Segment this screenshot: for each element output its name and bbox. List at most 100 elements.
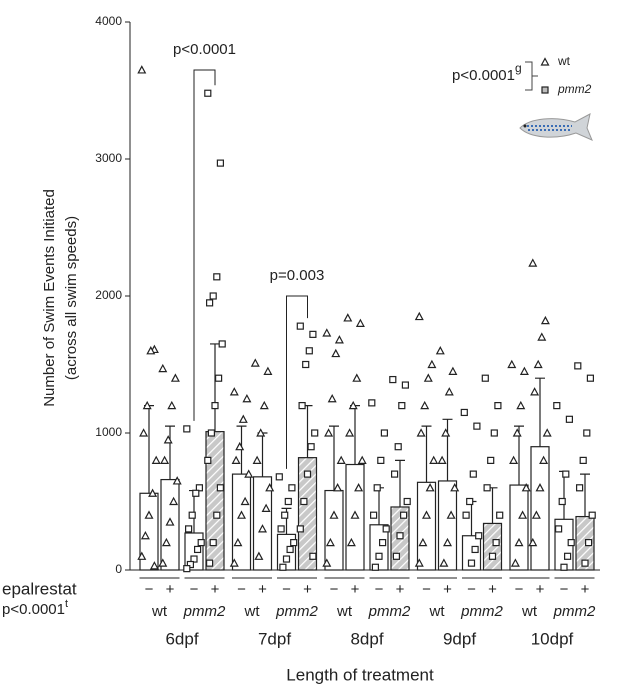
data-point <box>229 387 239 396</box>
data-point <box>322 558 332 567</box>
data-point <box>346 537 356 547</box>
treatment-sign: − <box>422 581 431 598</box>
y-tick-label: 0 <box>115 562 122 576</box>
data-point <box>218 340 226 348</box>
bar <box>324 489 344 571</box>
data-point <box>583 429 591 437</box>
bar <box>416 481 437 571</box>
genotype-label: wt <box>521 603 538 620</box>
data-point <box>197 538 205 547</box>
data-point <box>537 332 547 341</box>
data-point <box>375 552 383 560</box>
data-point <box>288 484 296 492</box>
y-tick-label: 3000 <box>95 151 122 165</box>
data-point <box>206 559 214 567</box>
data-point <box>586 374 595 382</box>
data-point <box>216 484 224 492</box>
data-point <box>242 393 252 403</box>
treatment-sign: + <box>488 581 497 598</box>
data-point <box>442 537 453 547</box>
data-point <box>257 524 268 533</box>
data-point <box>423 373 433 382</box>
data-point <box>379 538 387 547</box>
data-point <box>151 455 161 464</box>
data-point <box>382 525 390 533</box>
treatment-sign: + <box>258 581 267 598</box>
error-bar <box>535 377 545 447</box>
data-point <box>325 537 335 547</box>
data-point <box>368 399 376 407</box>
data-point <box>450 483 460 492</box>
genotype-label: pmm2 <box>553 603 596 620</box>
data-point <box>252 455 262 464</box>
data-point <box>398 402 406 410</box>
data-point <box>235 441 245 451</box>
error-bar <box>559 470 569 520</box>
data-point <box>416 428 426 437</box>
test-text: p<0.0001 <box>452 67 515 84</box>
data-point <box>333 483 343 492</box>
data-point <box>469 470 477 478</box>
data-point <box>429 455 439 464</box>
genotype-test: p<0.0001g <box>452 61 522 84</box>
data-point <box>437 455 447 464</box>
treatment-label: epalrestat <box>2 579 77 598</box>
data-point <box>311 429 319 437</box>
data-point <box>327 393 337 403</box>
treatment-sign: + <box>351 581 360 598</box>
data-point <box>286 545 294 554</box>
legend-marker <box>540 57 550 66</box>
data-point <box>140 530 150 540</box>
data-point <box>528 258 538 267</box>
data-point <box>512 428 522 437</box>
data-point <box>265 483 275 492</box>
data-point <box>581 559 589 567</box>
data-point <box>185 525 193 533</box>
data-point <box>206 299 214 307</box>
data-point <box>460 408 468 417</box>
legend-marker <box>541 86 549 94</box>
significance-bracket <box>193 69 216 421</box>
data-point <box>425 483 435 492</box>
data-point <box>439 558 449 567</box>
data-point <box>509 455 519 464</box>
data-point <box>192 489 200 497</box>
data-point <box>435 346 445 355</box>
treatment-sign: − <box>237 581 246 598</box>
treatment-sign: + <box>536 581 545 598</box>
treatment-test: p<0.0001t <box>2 598 68 618</box>
data-point <box>348 400 358 410</box>
data-point <box>207 429 215 437</box>
data-point <box>305 347 313 355</box>
data-point <box>371 563 379 571</box>
data-point <box>355 318 365 327</box>
data-point <box>139 428 149 437</box>
data-point <box>238 414 248 423</box>
data-point <box>303 470 312 478</box>
data-point <box>418 537 428 547</box>
treatment-sign: + <box>303 581 312 598</box>
treatment-sign: + <box>396 581 405 598</box>
data-point <box>284 497 292 506</box>
data-point <box>427 359 437 369</box>
data-point <box>146 346 156 355</box>
data-point <box>494 402 502 410</box>
test-sup: g <box>515 61 522 75</box>
data-point <box>250 358 260 367</box>
data-point <box>300 497 308 506</box>
data-point <box>233 537 243 547</box>
data-point <box>331 348 341 358</box>
data-point <box>209 538 217 547</box>
data-point <box>396 532 404 540</box>
treatment-sign: − <box>515 581 524 598</box>
annotation: p<0.0001 <box>173 41 236 58</box>
data-point <box>350 510 360 519</box>
data-point <box>163 435 173 444</box>
treatment-sign: − <box>190 581 199 598</box>
data-point <box>539 455 549 464</box>
data-point <box>575 484 584 492</box>
data-point <box>334 335 344 344</box>
treatment-sign: − <box>282 581 291 598</box>
genotype-label: wt <box>429 603 446 620</box>
